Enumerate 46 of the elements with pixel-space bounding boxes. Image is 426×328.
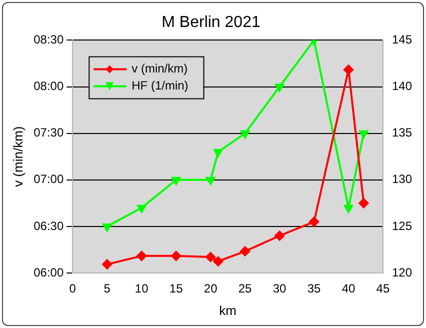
x-tick-label: 0 <box>69 282 76 296</box>
y-tick-label: 06:00 <box>34 265 64 280</box>
x-tick-label: 40 <box>342 282 356 296</box>
x-tick-label: 15 <box>169 282 184 296</box>
point <box>172 176 181 185</box>
x-tick-label: 5 <box>104 282 111 296</box>
y-tick-label: 07:00 <box>34 172 64 186</box>
y-tick-label: 06:30 <box>34 218 64 233</box>
y2-tick-label: 135 <box>392 126 412 140</box>
point <box>136 250 147 261</box>
point <box>213 256 224 266</box>
point <box>102 223 112 232</box>
point <box>358 198 369 208</box>
y2-tick-label: 130 <box>392 172 412 186</box>
y2-tick-label: 120 <box>392 265 412 280</box>
y2-tick-label: 140 <box>392 79 412 94</box>
legend-label: HF (1/min) <box>132 78 188 93</box>
y-tick-label: 08:30 <box>34 32 64 47</box>
x-tick-label: 35 <box>307 282 322 296</box>
point <box>343 64 354 75</box>
point <box>359 130 368 138</box>
y-tick-label: 07:30 <box>34 126 64 140</box>
legend-label: v (min/km) <box>132 62 188 76</box>
y-tick-label: 08:00 <box>34 79 64 94</box>
x-tick-label: 30 <box>272 282 287 296</box>
point <box>344 204 353 213</box>
point <box>206 176 216 185</box>
y-axis-title: v (min/km) <box>10 126 26 187</box>
x-tick-label: 10 <box>134 282 149 296</box>
point <box>137 204 146 213</box>
x-axis-title: km <box>219 302 236 318</box>
x-tick-label: 25 <box>238 282 252 296</box>
y2-tick-label: 145 <box>392 32 412 47</box>
point <box>214 148 223 157</box>
point <box>240 130 250 138</box>
x-tick-label: 20 <box>204 282 218 296</box>
point <box>102 259 112 270</box>
point <box>274 230 285 241</box>
point <box>240 246 250 256</box>
point <box>275 84 284 92</box>
point <box>171 250 182 261</box>
point <box>206 252 216 262</box>
x-tick-label: 45 <box>376 282 390 296</box>
point <box>309 216 320 227</box>
y2-tick-label: 125 <box>392 218 412 233</box>
chart-title: M Berlin 2021 <box>162 14 260 32</box>
